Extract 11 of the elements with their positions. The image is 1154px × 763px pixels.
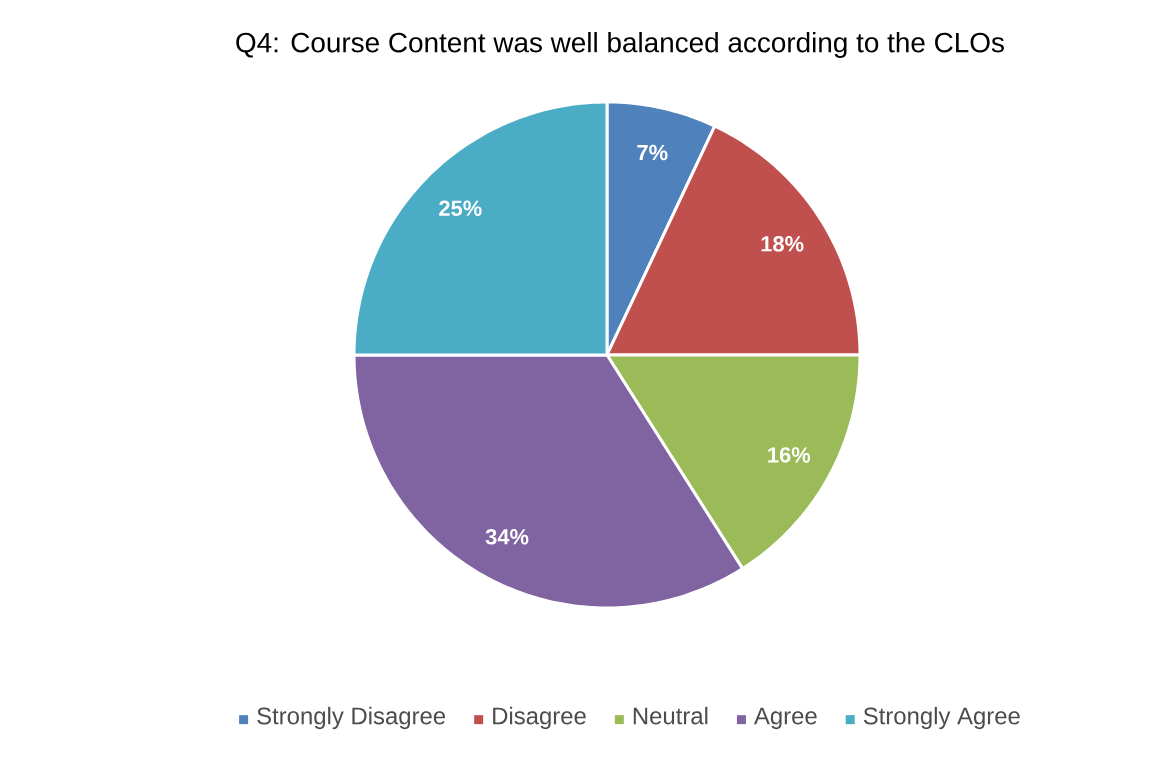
data-label: 34% xyxy=(485,529,529,545)
legend-label: Disagree xyxy=(493,706,586,730)
data-label: 7% xyxy=(637,144,668,161)
chart-title: Q4: Course Content was well balanced according to the CLOs xyxy=(236,31,1004,58)
data-label: 25% xyxy=(439,200,482,217)
data-label: 16% xyxy=(768,447,811,463)
legend-label: Strongly Agree xyxy=(863,706,1020,730)
legend-label: Agree xyxy=(753,707,817,730)
data-label: 18% xyxy=(761,236,804,252)
legend-label: Neutral xyxy=(633,706,708,725)
legend-label: Strongly Disagree xyxy=(257,706,446,730)
